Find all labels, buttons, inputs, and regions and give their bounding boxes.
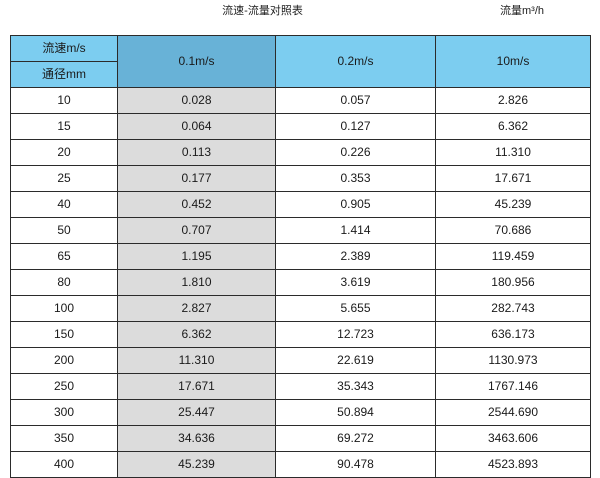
cell-value-2: 282.743	[435, 295, 591, 322]
cell-value-0: 25.447	[117, 399, 276, 426]
cell-value-1: 90.478	[275, 451, 436, 478]
cell-dn: 15	[10, 113, 118, 140]
cell-value-1: 35.343	[275, 373, 436, 400]
table-row: 200 11.310 22.619 1130.973	[10, 347, 591, 374]
cell-dn: 65	[10, 243, 118, 270]
cell-value-2: 1130.973	[435, 347, 591, 374]
table-row: 50 0.707 1.414 70.686	[10, 217, 591, 244]
cell-value-0: 0.707	[117, 217, 276, 244]
cell-value-0: 0.452	[117, 191, 276, 218]
cell-value-1: 1.414	[275, 217, 436, 244]
cell-value-0: 0.113	[117, 139, 276, 166]
cell-value-1: 22.619	[275, 347, 436, 374]
corner-diameter-label: 通径mm	[10, 61, 118, 88]
table-row: 25 0.177 0.353 17.671	[10, 165, 591, 192]
cell-dn: 350	[10, 425, 118, 452]
table-row: 40 0.452 0.905 45.239	[10, 191, 591, 218]
cell-value-0: 1.195	[117, 243, 276, 270]
column-header-0: 0.1m/s	[117, 35, 276, 88]
table-row: 150 6.362 12.723 636.173	[10, 321, 591, 348]
cell-value-2: 3463.606	[435, 425, 591, 452]
column-header-2: 10m/s	[435, 35, 591, 88]
cell-dn: 40	[10, 191, 118, 218]
cell-value-1: 0.127	[275, 113, 436, 140]
cell-dn: 250	[10, 373, 118, 400]
flow-rate-table: 流速m/s 0.1m/s 0.2m/s 10m/s 通径mm 10 0.028 …	[10, 35, 591, 478]
cell-value-2: 70.686	[435, 217, 591, 244]
cell-value-0: 2.827	[117, 295, 276, 322]
cell-value-0: 6.362	[117, 321, 276, 348]
table-row: 100 2.827 5.655 282.743	[10, 295, 591, 322]
cell-value-1: 50.894	[275, 399, 436, 426]
cell-value-2: 180.956	[435, 269, 591, 296]
table-row: 10 0.028 0.057 2.826	[10, 87, 591, 114]
corner-velocity-label: 流速m/s	[10, 35, 118, 62]
cell-value-0: 1.810	[117, 269, 276, 296]
cell-value-1: 0.226	[275, 139, 436, 166]
column-header-1: 0.2m/s	[275, 35, 436, 88]
cell-dn: 300	[10, 399, 118, 426]
table-row: 80 1.810 3.619 180.956	[10, 269, 591, 296]
cell-value-2: 11.310	[435, 139, 591, 166]
table-body: 流速m/s 0.1m/s 0.2m/s 10m/s 通径mm 10 0.028 …	[10, 35, 591, 478]
cell-dn: 80	[10, 269, 118, 296]
cell-value-1: 5.655	[275, 295, 436, 322]
cell-value-0: 34.636	[117, 425, 276, 452]
cell-dn: 400	[10, 451, 118, 478]
flow-unit-label: 流量m³/h	[500, 5, 544, 17]
cell-value-2: 2.826	[435, 87, 591, 114]
cell-value-0: 0.177	[117, 165, 276, 192]
cell-value-1: 0.905	[275, 191, 436, 218]
cell-dn: 50	[10, 217, 118, 244]
table-header-row-bottom: 通径mm	[10, 61, 591, 88]
cell-value-1: 12.723	[275, 321, 436, 348]
cell-dn: 100	[10, 295, 118, 322]
table-row: 250 17.671 35.343 1767.146	[10, 373, 591, 400]
cell-value-2: 1767.146	[435, 373, 591, 400]
cell-value-2: 6.362	[435, 113, 591, 140]
cell-value-2: 636.173	[435, 321, 591, 348]
flow-table-container: 流速m/s 0.1m/s 0.2m/s 10m/s 通径mm 10 0.028 …	[10, 35, 591, 478]
cell-value-2: 17.671	[435, 165, 591, 192]
table-row: 350 34.636 69.272 3463.606	[10, 425, 591, 452]
cell-dn: 25	[10, 165, 118, 192]
table-row: 65 1.195 2.389 119.459	[10, 243, 591, 270]
cell-value-0: 17.671	[117, 373, 276, 400]
page-title: 流速-流量对照表	[222, 5, 303, 17]
table-header-row-top: 流速m/s 0.1m/s 0.2m/s 10m/s	[10, 35, 591, 88]
cell-dn: 10	[10, 87, 118, 114]
cell-value-1: 2.389	[275, 243, 436, 270]
cell-value-2: 2544.690	[435, 399, 591, 426]
cell-value-1: 3.619	[275, 269, 436, 296]
cell-value-0: 45.239	[117, 451, 276, 478]
cell-value-2: 4523.893	[435, 451, 591, 478]
caption-row: 流速-流量对照表 流量m³/h	[0, 0, 600, 34]
table-row: 300 25.447 50.894 2544.690	[10, 399, 591, 426]
cell-value-1: 0.057	[275, 87, 436, 114]
table-row: 20 0.113 0.226 11.310	[10, 139, 591, 166]
cell-value-0: 0.064	[117, 113, 276, 140]
cell-value-0: 0.028	[117, 87, 276, 114]
cell-dn: 20	[10, 139, 118, 166]
cell-value-2: 119.459	[435, 243, 591, 270]
cell-dn: 200	[10, 347, 118, 374]
table-row: 400 45.239 90.478 4523.893	[10, 451, 591, 478]
cell-value-0: 11.310	[117, 347, 276, 374]
cell-dn: 150	[10, 321, 118, 348]
cell-value-1: 0.353	[275, 165, 436, 192]
cell-value-2: 45.239	[435, 191, 591, 218]
table-row: 15 0.064 0.127 6.362	[10, 113, 591, 140]
cell-value-1: 69.272	[275, 425, 436, 452]
